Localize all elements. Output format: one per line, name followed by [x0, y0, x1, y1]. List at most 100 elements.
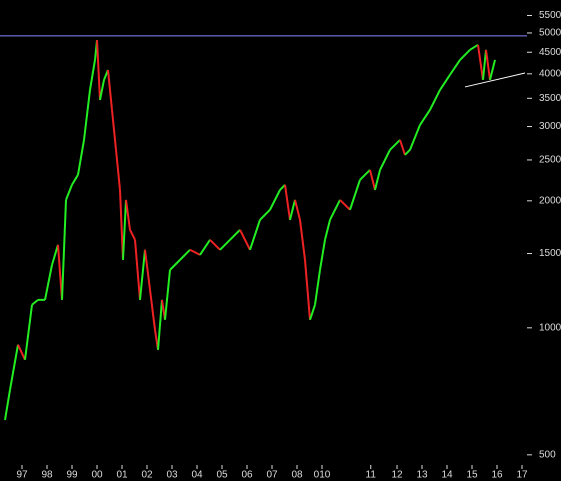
- price-segment: [139, 249, 146, 300]
- price-segment: [359, 169, 371, 181]
- price-segment: [209, 239, 221, 251]
- price-segment: [489, 59, 496, 81]
- y-tick-label: 3000: [539, 121, 561, 132]
- price-segment: [439, 74, 451, 91]
- price-segment: [89, 59, 96, 91]
- x-tick-label: 17: [516, 470, 528, 481]
- price-segment: [134, 239, 141, 300]
- x-tick-label: 99: [66, 470, 78, 481]
- price-segment: [157, 299, 163, 350]
- price-segment: [83, 89, 91, 141]
- price-segment: [419, 109, 431, 126]
- price-segment: [259, 209, 271, 221]
- y-tick-label: 4500: [539, 47, 561, 58]
- price-segment: [294, 199, 301, 221]
- price-segment: [349, 179, 361, 211]
- price-segment: [239, 229, 251, 251]
- x-tick-label: 14: [441, 470, 453, 481]
- price-segment: [125, 199, 131, 230]
- x-tick-label: 98: [41, 470, 53, 481]
- price-segment: [304, 259, 311, 320]
- price-segment: [249, 219, 261, 251]
- price-segment: [169, 259, 181, 271]
- price-segment: [57, 244, 63, 300]
- price-segment: [199, 239, 211, 256]
- price-segment: [404, 149, 411, 156]
- price-segment: [379, 149, 391, 171]
- x-tick-label: 11: [366, 470, 377, 481]
- y-tick-label: 4000: [539, 68, 561, 79]
- x-tick-label: 010: [314, 470, 331, 481]
- price-segment: [469, 43, 479, 51]
- price-segment: [115, 149, 121, 190]
- price-segment: [149, 289, 156, 330]
- plot-area: [0, 0, 527, 465]
- price-segment: [71, 174, 79, 186]
- price-segment: [339, 199, 351, 211]
- price-segment: [119, 189, 124, 260]
- price-segment: [77, 139, 85, 175]
- price-segment: [51, 244, 59, 266]
- y-tick-label: 1000: [539, 322, 561, 333]
- x-tick-label: 16: [491, 470, 503, 481]
- price-segment: [24, 304, 33, 360]
- price-segment: [389, 139, 401, 151]
- trendline: [464, 72, 526, 88]
- price-segment: [65, 184, 73, 201]
- price-segment: [99, 79, 105, 101]
- x-tick-label: 07: [266, 470, 278, 481]
- price-segment: [31, 299, 39, 306]
- price-segment: [449, 59, 461, 76]
- x-tick-label: 13: [416, 470, 428, 481]
- price-segment: [324, 219, 331, 241]
- y-tick-label: 2500: [539, 155, 561, 166]
- price-segment: [269, 189, 281, 211]
- x-tick-label: 15: [466, 470, 478, 481]
- price-segment: [477, 44, 484, 80]
- price-segment: [4, 389, 11, 421]
- price-segment: [299, 219, 306, 261]
- x-tick-label: 00: [91, 470, 103, 481]
- price-segment: [61, 199, 67, 300]
- price-segment: [229, 229, 241, 241]
- price-segment: [409, 124, 421, 151]
- price-segment: [111, 109, 117, 150]
- x-tick-label: 12: [391, 470, 403, 481]
- price-segment: [122, 199, 127, 260]
- price-segment: [219, 239, 231, 251]
- price-segment: [485, 49, 491, 80]
- price-segment: [164, 269, 171, 320]
- price-segment: [144, 249, 151, 290]
- price-segment: [482, 49, 487, 80]
- price-segment: [314, 269, 321, 305]
- x-tick-label: 08: [291, 470, 303, 481]
- y-tick-label: 3500: [539, 93, 561, 104]
- price-segment: [319, 239, 326, 271]
- price-segment: [44, 264, 53, 301]
- y-tick-label: 5500: [539, 10, 561, 21]
- x-tick-label: 01: [116, 470, 128, 481]
- price-segment: [129, 229, 136, 241]
- price-segment: [374, 169, 381, 191]
- price-segment: [96, 39, 101, 100]
- price-segment: [329, 199, 341, 221]
- price-segment: [17, 344, 26, 361]
- price-segment: [189, 248, 201, 256]
- y-tick-label: 500: [539, 449, 556, 460]
- price-segment: [9, 344, 19, 390]
- price-segment: [309, 304, 316, 321]
- price-segment: [284, 184, 291, 220]
- x-tick-label: 03: [166, 470, 178, 481]
- price-segment: [399, 139, 406, 156]
- x-tick-label: 02: [141, 470, 153, 481]
- price-segment: [179, 249, 191, 261]
- y-tick-label: 1500: [539, 248, 561, 259]
- x-tick-label: 06: [241, 470, 253, 481]
- x-tick-label: 05: [216, 470, 228, 481]
- price-segment: [429, 89, 441, 111]
- price-segment: [369, 169, 376, 191]
- y-tick-label: 2000: [539, 195, 561, 206]
- y-tick-label: 5000: [539, 28, 561, 39]
- price-segment: [107, 69, 113, 110]
